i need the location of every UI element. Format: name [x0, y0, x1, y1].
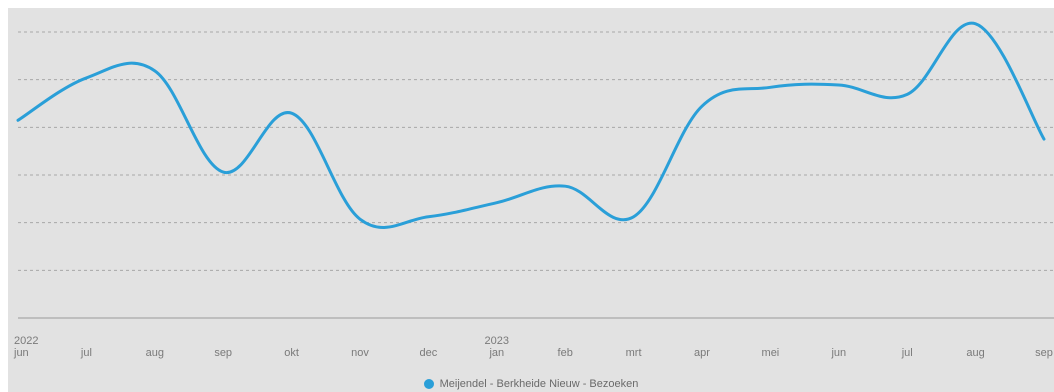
data-point[interactable]: [1041, 136, 1047, 142]
x-tick-label: sep: [214, 347, 232, 359]
data-point[interactable]: [904, 91, 910, 97]
x-tick-label: mei: [762, 347, 780, 359]
x-tick-label: jan: [488, 347, 504, 359]
x-tick-label: dec: [420, 347, 438, 359]
x-tick-label: nov: [351, 347, 369, 359]
data-point[interactable]: [425, 214, 431, 220]
data-point[interactable]: [973, 21, 979, 27]
x-tick-label: okt: [284, 347, 299, 359]
year-label: 2023: [485, 335, 509, 347]
legend-label: Meijendel - Berkheide Nieuw - Bezoeken: [439, 378, 639, 390]
data-point[interactable]: [15, 117, 21, 123]
data-point[interactable]: [220, 169, 226, 175]
x-tick-label: jul: [901, 347, 913, 359]
x-tick-label: jul: [80, 347, 92, 359]
data-point[interactable]: [83, 75, 89, 81]
x-tick-label: aug: [966, 347, 984, 359]
x-tick-label: jun: [830, 347, 846, 359]
year-label: 2022: [14, 335, 38, 347]
x-tick-label: apr: [694, 347, 710, 359]
data-point[interactable]: [494, 200, 500, 206]
data-point[interactable]: [767, 84, 773, 90]
data-point[interactable]: [289, 110, 295, 116]
data-point[interactable]: [631, 214, 637, 220]
x-tick-label: jun: [13, 347, 29, 359]
data-point[interactable]: [152, 68, 158, 74]
data-point[interactable]: [562, 183, 568, 189]
x-tick-label: sep: [1035, 347, 1053, 359]
legend-marker: [423, 379, 434, 389]
chart-legend[interactable]: Meijendel - Berkheide Nieuw - Bezoeken: [8, 378, 1054, 390]
data-point[interactable]: [836, 82, 842, 88]
chart-svg: 2022 2023 jun jul aug sep okt nov dec jan feb mrt ap…: [13, 21, 1054, 359]
x-tick-label: feb: [558, 347, 573, 359]
data-point[interactable]: [699, 103, 705, 109]
data-point[interactable]: [357, 216, 363, 222]
series-line[interactable]: [16, 21, 1046, 229]
x-tick-label: aug: [146, 347, 164, 359]
x-tick-label: mrt: [626, 347, 642, 359]
